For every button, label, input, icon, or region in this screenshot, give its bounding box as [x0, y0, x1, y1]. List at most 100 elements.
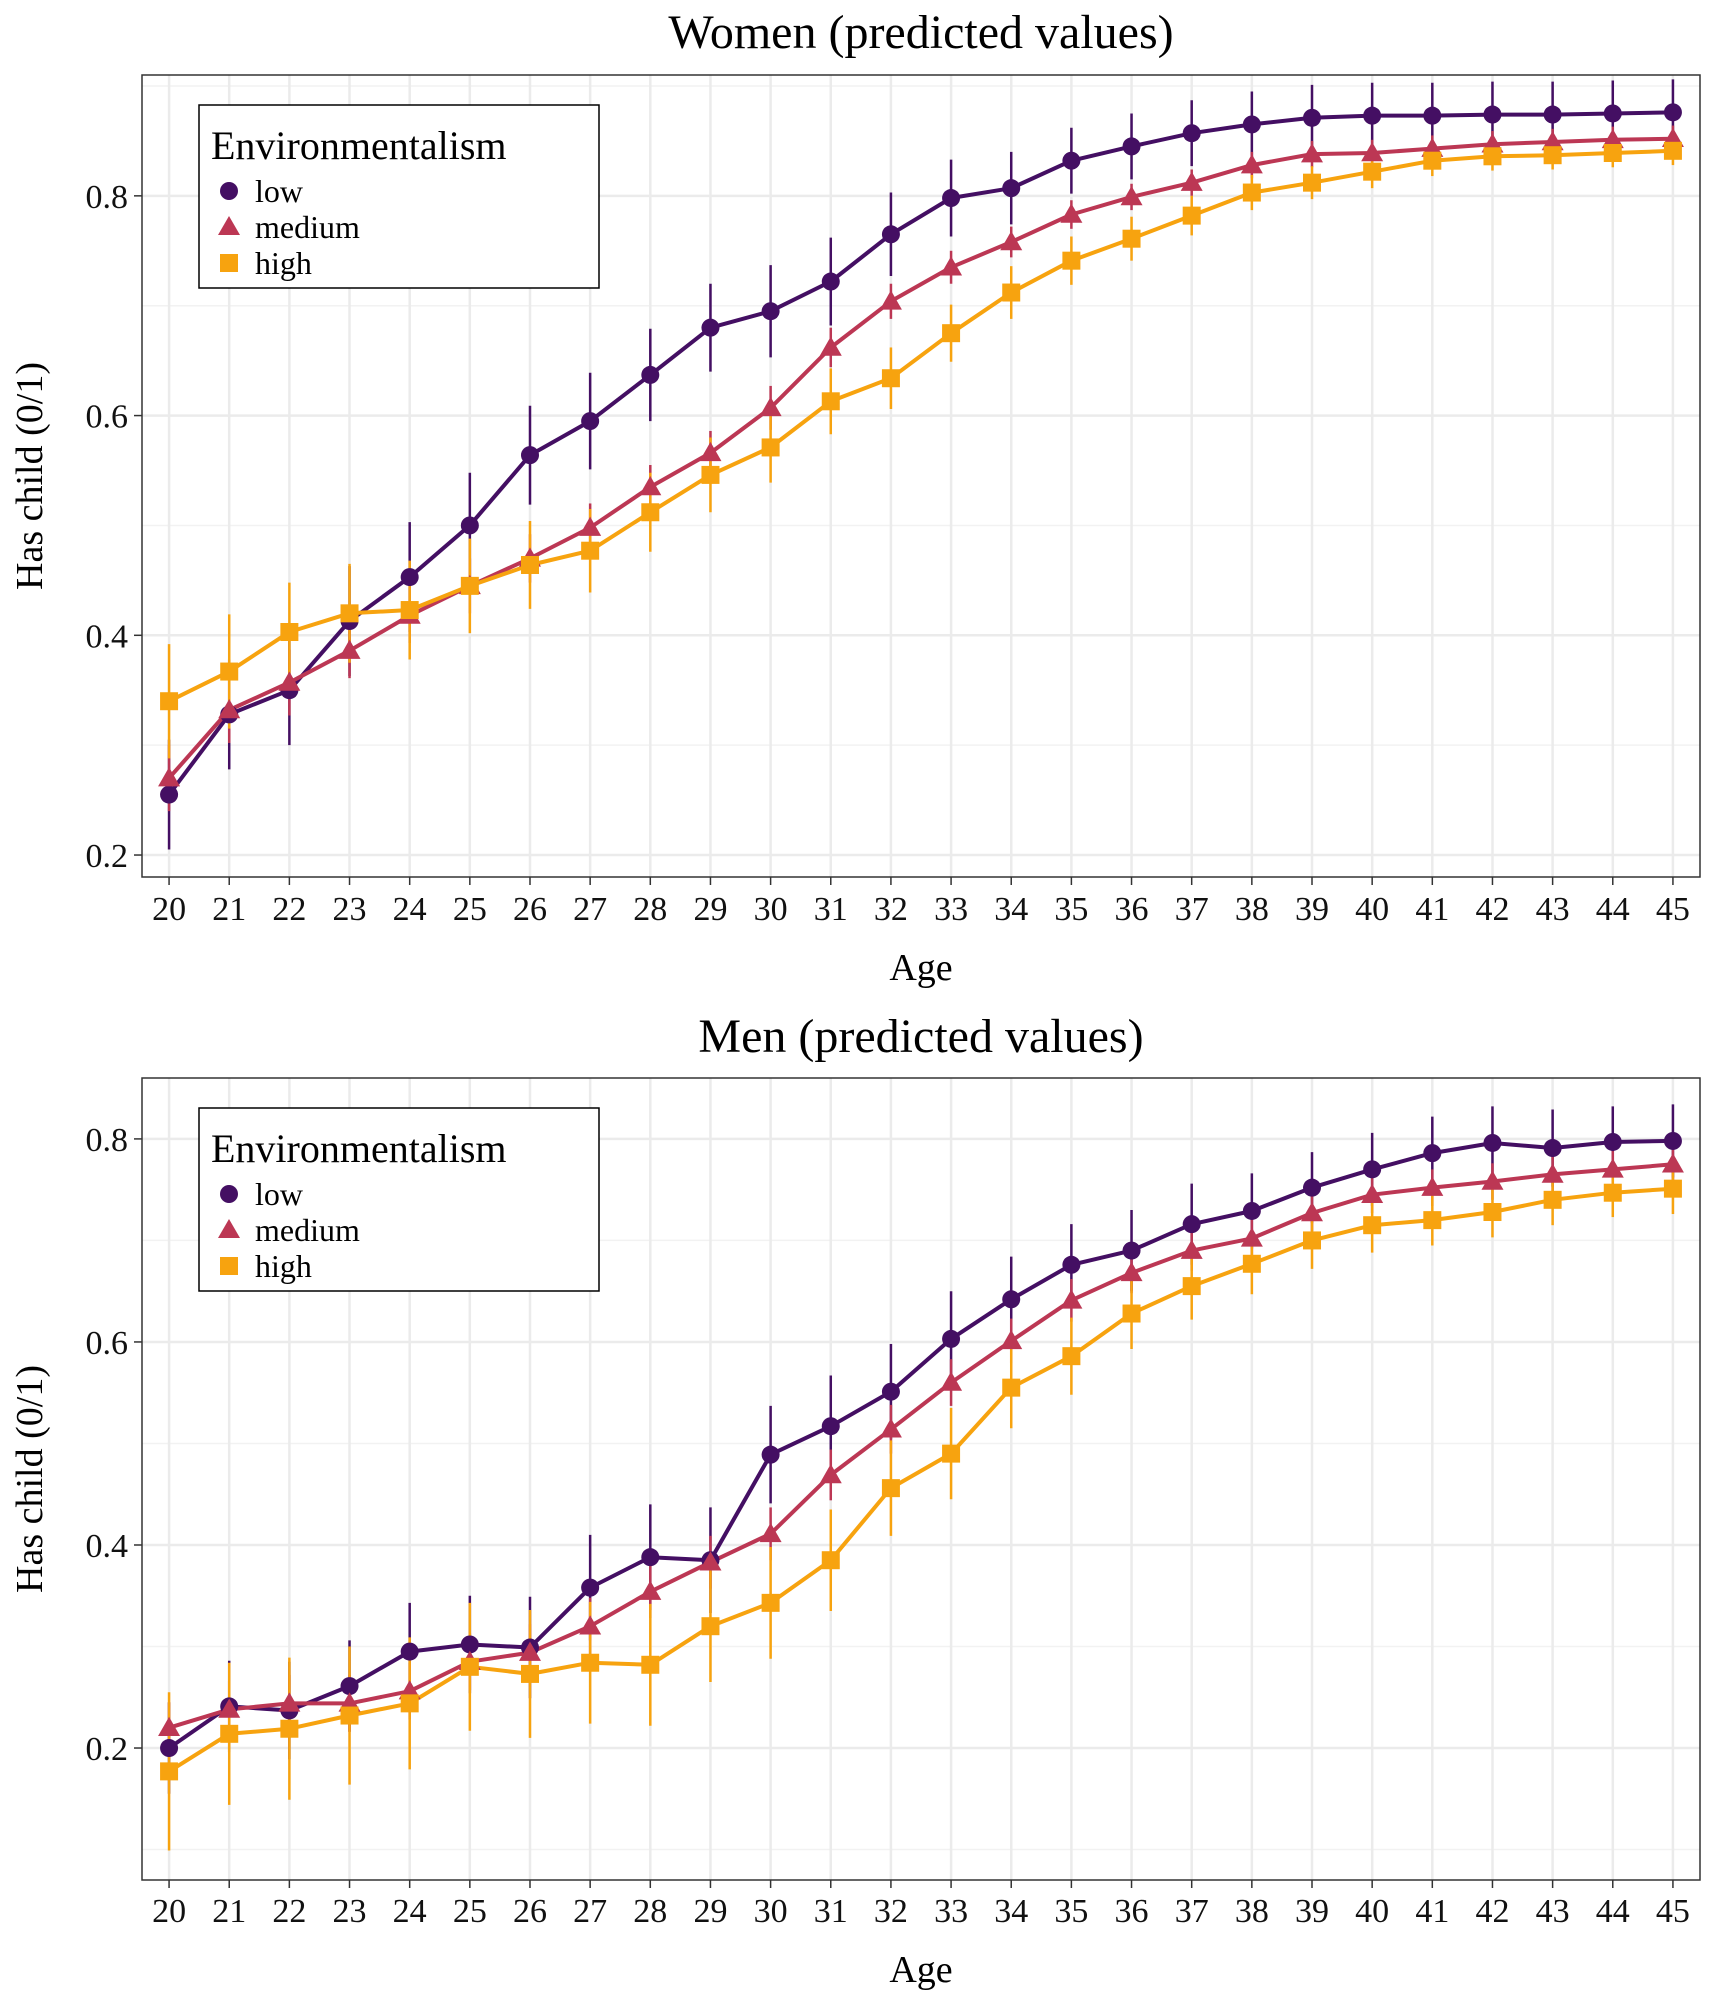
- data-point-low: [1423, 1144, 1442, 1163]
- data-point-medium: [1000, 230, 1023, 251]
- x-tick-label: 23: [333, 891, 367, 928]
- x-tick-label: 33: [934, 1893, 968, 1930]
- data-point-medium: [940, 1371, 963, 1391]
- data-point-low: [1483, 1133, 1502, 1152]
- data-point-high: [1242, 1254, 1261, 1273]
- data-point-high: [460, 576, 479, 595]
- data-point-medium: [699, 1551, 722, 1571]
- data-point-medium: [579, 1615, 602, 1635]
- data-point-low: [821, 272, 840, 291]
- data-point-high: [340, 1706, 359, 1725]
- x-tick-label: 36: [1115, 891, 1149, 928]
- data-point-high: [280, 1719, 299, 1738]
- data-point-high: [160, 1762, 179, 1781]
- data-point-high: [280, 623, 299, 642]
- data-point-high: [1002, 283, 1021, 302]
- data-point-medium: [1120, 1261, 1143, 1282]
- data-point-low: [1543, 1139, 1562, 1158]
- data-point-low: [1543, 105, 1562, 124]
- data-point-low: [641, 365, 660, 384]
- data-point-low: [881, 1382, 900, 1401]
- data-point-medium: [579, 516, 602, 536]
- data-point-medium: [759, 396, 782, 417]
- data-point-high: [1483, 1203, 1502, 1222]
- data-point-high: [1543, 1190, 1562, 1209]
- x-tick-label: 27: [573, 891, 607, 928]
- data-point-medium: [158, 767, 181, 787]
- data-point-medium: [338, 639, 361, 659]
- x-tick-label: 38: [1235, 1893, 1269, 1930]
- data-point-medium: [1240, 1227, 1263, 1247]
- y-tick-label: 0.6: [86, 399, 129, 436]
- legend-icon-triangle: [218, 1219, 240, 1238]
- data-point-medium: [218, 1698, 241, 1718]
- data-point-low: [1363, 106, 1382, 125]
- x-axis-label: Age: [889, 947, 952, 989]
- data-point-low: [761, 1445, 780, 1464]
- x-tick-label: 37: [1175, 891, 1209, 928]
- x-axis-label: Age: [889, 1949, 952, 1991]
- y-tick-label: 0.2: [86, 838, 129, 875]
- x-tick-label: 30: [754, 1893, 788, 1930]
- data-point-medium: [1060, 203, 1083, 223]
- data-point-low: [641, 1548, 660, 1567]
- data-point-medium: [1180, 1239, 1203, 1259]
- data-point-low: [1062, 1255, 1081, 1274]
- x-tick-label: 24: [393, 891, 427, 928]
- data-point-low: [942, 189, 961, 208]
- data-point-low: [1242, 115, 1261, 134]
- chart-title: Men (predicted values): [698, 1010, 1143, 1063]
- x-tick-label: 21: [212, 891, 246, 928]
- x-tick-label: 22: [272, 891, 306, 928]
- x-tick-label: 43: [1536, 891, 1570, 928]
- x-tick-label: 28: [633, 891, 667, 928]
- x-tick-label: 20: [152, 891, 186, 928]
- x-tick-label: 35: [1054, 1893, 1088, 1930]
- x-tick-label: 31: [814, 891, 848, 928]
- data-point-low: [581, 1578, 600, 1597]
- data-point-high: [1363, 1216, 1382, 1235]
- x-tick-label: 34: [994, 1893, 1028, 1930]
- series-line-medium: [168, 1162, 1674, 1730]
- data-point-low: [821, 1417, 840, 1436]
- data-point-medium: [699, 441, 722, 462]
- data-point-high: [581, 1653, 600, 1672]
- data-point-medium: [819, 336, 842, 356]
- data-point-high: [1543, 146, 1562, 165]
- y-tick-label: 0.4: [86, 618, 129, 655]
- data-point-high: [160, 692, 179, 711]
- data-point-low: [1303, 1178, 1322, 1197]
- data-point-high: [1423, 151, 1442, 170]
- data-point-medium: [1120, 185, 1143, 206]
- legend-title: Environmentalism: [211, 1126, 507, 1171]
- data-point-low: [340, 1677, 359, 1696]
- legend-box: [198, 104, 600, 289]
- legend-icon-circle: [220, 182, 238, 200]
- data-point-medium: [879, 290, 902, 310]
- x-tick-label: 34: [994, 891, 1028, 928]
- x-tick-label: 42: [1475, 891, 1509, 928]
- data-point-low: [1663, 1131, 1682, 1150]
- x-tick-label: 29: [693, 891, 727, 928]
- data-point-high: [1603, 1183, 1622, 1202]
- data-point-medium: [639, 1580, 662, 1600]
- x-tick-label: 41: [1415, 1893, 1449, 1930]
- x-tick-label: 28: [633, 1893, 667, 1930]
- data-point-high: [1303, 1231, 1322, 1250]
- data-point-high: [1603, 144, 1622, 163]
- data-point-medium: [1661, 1153, 1684, 1173]
- data-point-high: [881, 1479, 900, 1498]
- data-point-high: [520, 1664, 539, 1683]
- data-point-medium: [518, 1641, 541, 1661]
- legend-label-low: low: [255, 1176, 303, 1212]
- x-tick-label: 26: [513, 891, 547, 928]
- x-tick-label: 45: [1656, 1893, 1690, 1930]
- x-tick-label: 44: [1596, 1893, 1630, 1930]
- data-point-high: [1663, 1179, 1682, 1198]
- data-point-medium: [1541, 131, 1564, 151]
- data-point-low: [1603, 1132, 1622, 1151]
- data-point-low: [1423, 106, 1442, 125]
- data-point-high: [1002, 1378, 1021, 1397]
- data-point-low: [1062, 151, 1081, 170]
